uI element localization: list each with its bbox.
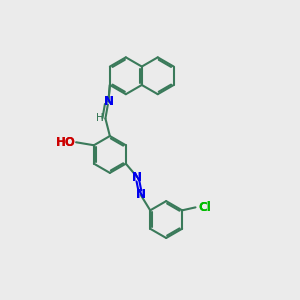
Text: N: N	[103, 95, 113, 108]
Text: H: H	[96, 112, 103, 123]
Text: N: N	[132, 170, 142, 184]
Text: N: N	[132, 170, 142, 184]
Text: N: N	[103, 95, 113, 108]
Text: N: N	[136, 188, 146, 201]
Text: HO: HO	[56, 136, 76, 149]
Text: HO: HO	[56, 136, 76, 149]
Text: N: N	[136, 188, 146, 201]
Text: Cl: Cl	[199, 201, 211, 214]
Text: H: H	[96, 112, 103, 123]
Text: Cl: Cl	[199, 201, 211, 214]
